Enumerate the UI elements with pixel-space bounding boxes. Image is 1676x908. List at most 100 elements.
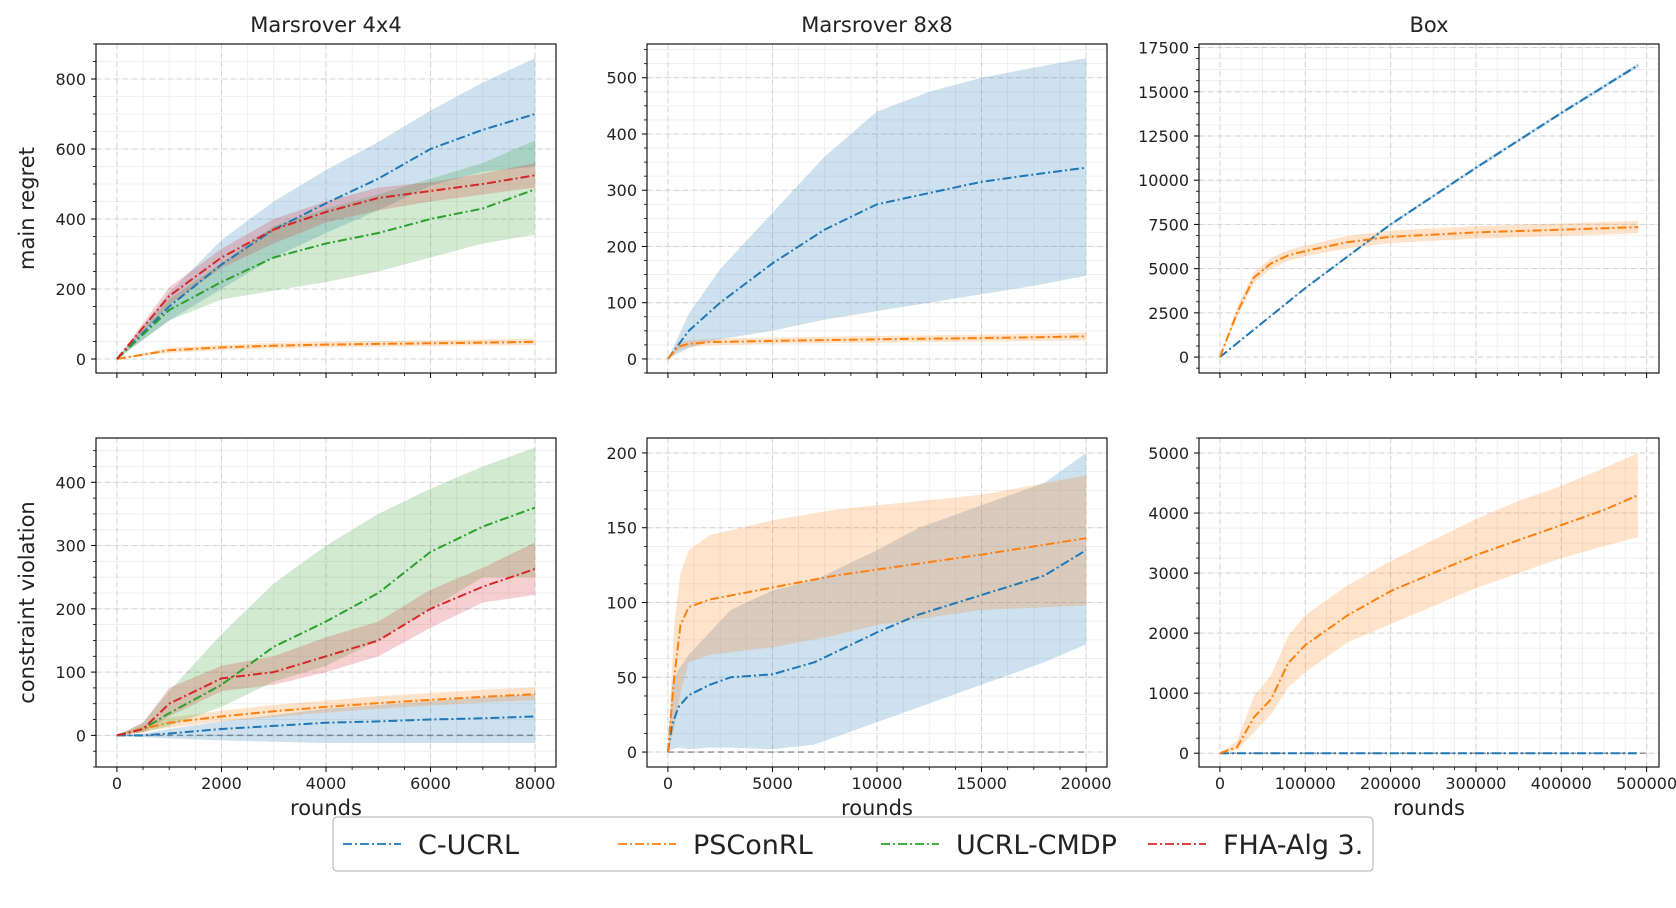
panel-r1-c0-xtick-label: 0 — [112, 774, 122, 793]
panel-r1-c0-line-c-ucrl — [116, 715, 536, 737]
panel-r0-c2-ytick-label: 0 — [1179, 348, 1189, 367]
panel-r1-c0-xtick-label: 8000 — [515, 774, 556, 793]
panel-r0-c0-ytick-label: 0 — [76, 350, 86, 369]
panel-r1-c1-xtick-label: 20000 — [1061, 774, 1112, 793]
panel-r0-c0-ytick-label: 800 — [55, 70, 86, 89]
panel-r1-c2-line-psconrl — [1219, 494, 1639, 755]
panel-r0-c0-band-ucrl-cmdp — [116, 140, 536, 359]
panel-r1-c0-band-c-ucrl — [116, 694, 536, 743]
panel-r1-c0-line-psconrl — [116, 693, 536, 737]
panel-r0-c0-ytick-label: 600 — [55, 140, 86, 159]
panel-r1-c2-xtick-label: 100000 — [1275, 774, 1336, 793]
panel-r1-c0-lines — [116, 506, 536, 737]
panel-r1-c2-lines — [1219, 494, 1639, 755]
panel-r1-c2-bands — [1219, 453, 1639, 754]
panel-r1-c1-ytick-label: 50 — [617, 668, 637, 687]
panel-r0-c1-bands — [667, 58, 1087, 359]
legend-label-c-ucrl: C-UCRL — [418, 830, 519, 861]
panel-r0-c2-ytick-label: 7500 — [1148, 215, 1189, 234]
panel-r0-c2-line-c-ucrl — [1219, 64, 1639, 358]
panel-r1-c0-ytick-label: 200 — [55, 600, 86, 619]
legend-label-fha-alg-3: FHA-Alg 3. — [1223, 830, 1363, 861]
panel-r1-c1-line-c-ucrl — [666, 549, 1087, 753]
panel-r1-c2-frame — [1198, 437, 1660, 768]
panel-r1-c2-xtick-label: 300000 — [1445, 774, 1506, 793]
panel-r0-c1-ytick-label: 500 — [606, 69, 637, 88]
panel-r0-c2-title: Box — [1409, 13, 1448, 37]
panel-r0-c1: 0 100 200 300 400 500 Marsrover 8x8 — [606, 13, 1108, 378]
panel-r1-c0-xtick-label: 6000 — [410, 774, 451, 793]
panel-r0-c2-ytick-label: 17500 — [1138, 39, 1189, 58]
panel-r1-c2-xtick-label: 200000 — [1360, 774, 1421, 793]
panel-r1-c0-xlabel: rounds — [290, 796, 362, 820]
panel-r0-c2-ytick-label: 15000 — [1138, 83, 1189, 102]
legend: C-UCRL PSConRL UCRL-CMDP FHA-Alg 3. — [332, 816, 1374, 872]
panel-r1-c0-xtick-label: 2000 — [201, 774, 242, 793]
panel-r1-c2-xtick-label: 400000 — [1531, 774, 1592, 793]
panel-r0-c0-title: Marsrover 4x4 — [250, 13, 401, 37]
panel-r1-c0-line-ucrl-cmdp — [116, 506, 536, 737]
panel-r0-c0-ytick-label: 400 — [55, 210, 86, 229]
panel-r1-c1-band-c-ucrl — [667, 453, 1087, 752]
panel-r0-c0-lines — [116, 113, 536, 360]
panel-r0-c0-line-psconrl — [116, 340, 536, 360]
panel-r0-c1-ytick-label: 200 — [606, 237, 637, 256]
panel-r1-c1-ytick-label: 150 — [606, 519, 637, 538]
panel-r0-c0-ytick-label: 200 — [55, 280, 86, 299]
legend-label-psconrl: PSConRL — [693, 830, 813, 861]
panel-r0-c1-ytick-label: 400 — [606, 125, 637, 144]
panel-r1-c0-ylabel: constraint violation — [15, 501, 39, 703]
panel-r1-c0-band-ucrl-cmdp — [116, 447, 536, 736]
panel-r1-c2-ytick-label: 1000 — [1148, 684, 1189, 703]
panel-r0-c1-line-psconrl — [667, 335, 1087, 360]
panel-r1-c1-line-psconrl — [666, 537, 1087, 753]
panel-r0-c2-line-psconrl — [1218, 226, 1639, 358]
panel-r1-c2-ytick-label: 3000 — [1148, 564, 1189, 583]
panel-r1-c1-bands — [667, 453, 1087, 752]
panel-r0-c1-band-c-ucrl — [667, 58, 1087, 359]
panel-r0-c1-ytick-label: 100 — [606, 294, 637, 313]
panel-r1-c0-ytick-label: 0 — [76, 726, 86, 745]
panel-r0-c2-ytick-label: 2500 — [1148, 304, 1189, 323]
panel-r1-c2-xtick-label: 0 — [1215, 774, 1225, 793]
panel-r1-c0-bands — [116, 447, 536, 743]
panel-r0-c1-ytick-label: 0 — [627, 350, 637, 369]
panel-r1-c0-ytick-label: 400 — [55, 473, 86, 492]
panel-r1-c1-xtick-label: 5000 — [752, 774, 793, 793]
panel-r1-c1-xlabel: rounds — [841, 796, 913, 820]
panel-r1-c2-major-grid — [1199, 438, 1659, 767]
panel-r1-c2-ytick-label: 0 — [1179, 744, 1189, 763]
panel-r0-c2-bands — [1219, 63, 1639, 358]
panel-r1-c1-ytick-label: 100 — [606, 594, 637, 613]
panel-r0-c0-band-c-ucrl — [116, 58, 536, 359]
panel-r1-c0-band-psconrl — [116, 687, 536, 736]
panel-r0-c2-ytick-label: 12500 — [1138, 127, 1189, 146]
panel-r0-c2-band-c-ucrl — [1219, 63, 1639, 358]
panel-r0-c2-ytick-label: 5000 — [1148, 260, 1189, 279]
panel-r1-c0-ytick-label: 300 — [55, 537, 86, 556]
panel-r1-c0-xtick-label: 4000 — [306, 774, 347, 793]
panel-r1-c1-band-psconrl — [667, 475, 1087, 752]
panel-r0-c0: 0 200 400 600 800 Marsrover 4x4 main regret — [15, 13, 557, 378]
panel-r1-c2-xtick-label: 500000 — [1616, 774, 1676, 793]
panel-r1-c2-xlabel: rounds — [1393, 796, 1465, 820]
panel-r0-c2-frame — [1198, 43, 1660, 374]
panel-r1-c1: 0 5000 10000 15000 20000 0 50 100 150 200 rounds — [606, 437, 1112, 820]
panel-r0-c1-line-c-ucrl — [667, 166, 1087, 360]
panel-r0-c0-line-ucrl-cmdp — [116, 188, 536, 360]
panel-r1-c1-xtick-label: 10000 — [852, 774, 903, 793]
panel-r0-c0-line-c-ucrl — [116, 113, 536, 360]
panel-r0-c1-lines — [667, 166, 1087, 360]
legend-label-ucrl-cmdp: UCRL-CMDP — [956, 830, 1117, 861]
panel-r1-c2-band-psconrl — [1219, 453, 1639, 754]
panel-r1-c2-ytick-label: 5000 — [1148, 444, 1189, 463]
panel-r1-c1-lines — [666, 537, 1087, 753]
panel-r1-c2-ytick-label: 2000 — [1148, 624, 1189, 643]
panel-r0-c1-major-grid — [647, 44, 1107, 373]
panel-r1-c1-ytick-label: 200 — [606, 444, 637, 463]
panel-r1-c2: 0 100000 200000 300000 400000 500000 0 1000 2000… — [1148, 437, 1676, 820]
panel-r0-c1-band-psconrl — [667, 332, 1087, 359]
panel-r0-c0-ylabel: main regret — [15, 147, 39, 270]
panel-r1-c2-ytick-label: 4000 — [1148, 504, 1189, 523]
